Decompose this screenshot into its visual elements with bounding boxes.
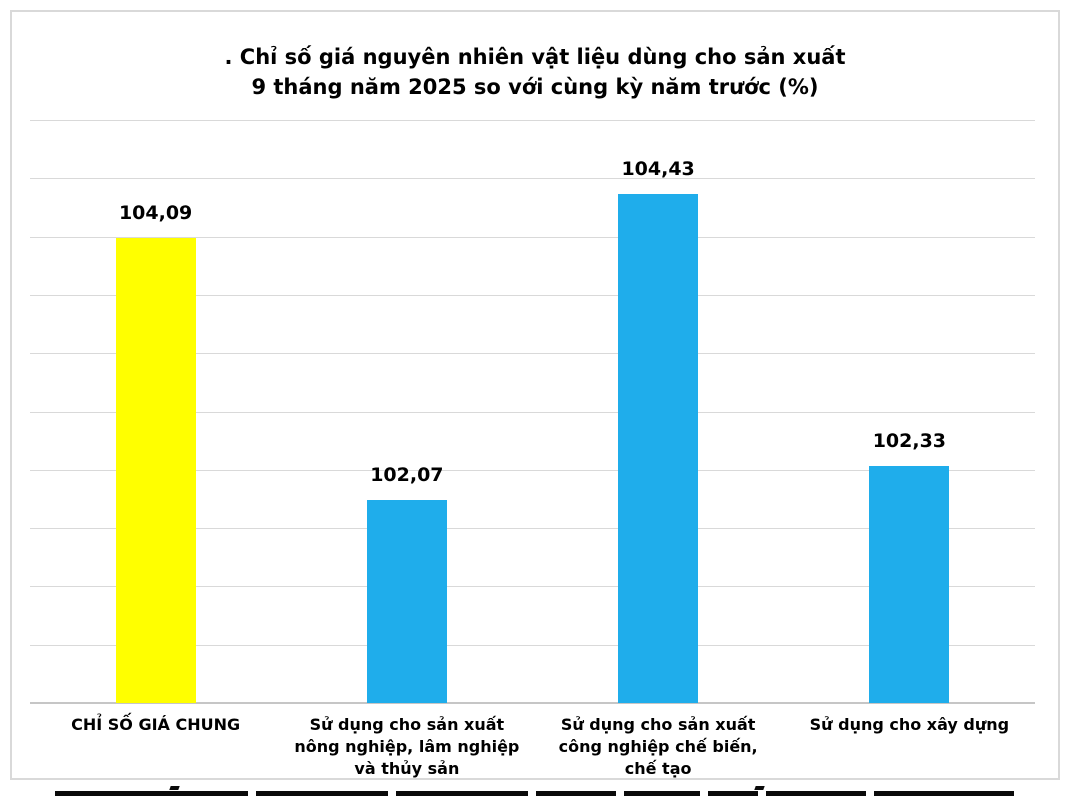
cutoff-caption-accent xyxy=(754,786,765,790)
gridline xyxy=(30,120,1035,121)
x-axis-label: CHỈ SỐ GIÁ CHUNG xyxy=(71,715,241,734)
bar xyxy=(366,500,447,703)
plot-area: 104,09 102,07 104,43 102,33 xyxy=(30,120,1035,704)
gridline xyxy=(30,353,1035,355)
chart-title: . Chỉ số giá nguyên nhiên vật liệu dùng … xyxy=(0,42,1070,102)
bar-slot: 104,43 xyxy=(533,120,784,703)
cutoff-caption-segment xyxy=(256,791,388,796)
cutoff-caption-segment xyxy=(396,791,528,796)
chart-title-line2: 9 tháng năm 2025 so với cùng kỳ năm trướ… xyxy=(251,75,819,99)
bar xyxy=(115,238,196,703)
bar-value-label: 104,09 xyxy=(118,202,193,224)
bar-value-label: 102,07 xyxy=(370,464,444,486)
gridline xyxy=(30,469,1035,471)
bar xyxy=(869,466,950,703)
gridline xyxy=(30,528,1035,530)
bar xyxy=(618,194,699,703)
x-axis-label: Sử dụng cho xây dựng xyxy=(809,715,1010,734)
cutoff-caption-segment xyxy=(624,791,700,796)
x-axis-label: Sử dụng cho sản xuất nông nghiệp, lâm ng… xyxy=(294,715,520,778)
gridline xyxy=(30,411,1035,413)
x-axis-baseline xyxy=(30,702,1035,704)
bar-value-label: 104,43 xyxy=(621,158,695,180)
cutoff-caption-segment xyxy=(766,791,866,796)
gridline xyxy=(30,586,1035,588)
gridline xyxy=(30,236,1035,238)
bar-value-label: 102,33 xyxy=(872,430,947,452)
x-axis-labels-row: CHỈ SỐ GIÁ CHUNG Sử dụng cho sản xuất nôn… xyxy=(30,714,1035,780)
cutoff-caption-segment xyxy=(874,791,1014,796)
cutoff-caption-segment xyxy=(536,791,616,796)
bar-slot: 104,09 xyxy=(30,120,281,703)
x-axis-label: Sử dụng cho sản xuất công nghiệp chế biế… xyxy=(558,715,758,778)
gridline xyxy=(30,294,1035,296)
gridline xyxy=(30,644,1035,646)
bar-slot: 102,33 xyxy=(784,120,1035,703)
bar-slot: 102,07 xyxy=(281,120,532,703)
cutoff-caption-strip xyxy=(0,786,1070,796)
cutoff-caption-segment xyxy=(55,791,248,796)
cutoff-caption-accent xyxy=(169,786,180,790)
gridline xyxy=(30,178,1035,180)
cutoff-caption-segment xyxy=(708,791,758,796)
chart-title-line1: . Chỉ số giá nguyên nhiên vật liệu dùng … xyxy=(224,45,846,69)
